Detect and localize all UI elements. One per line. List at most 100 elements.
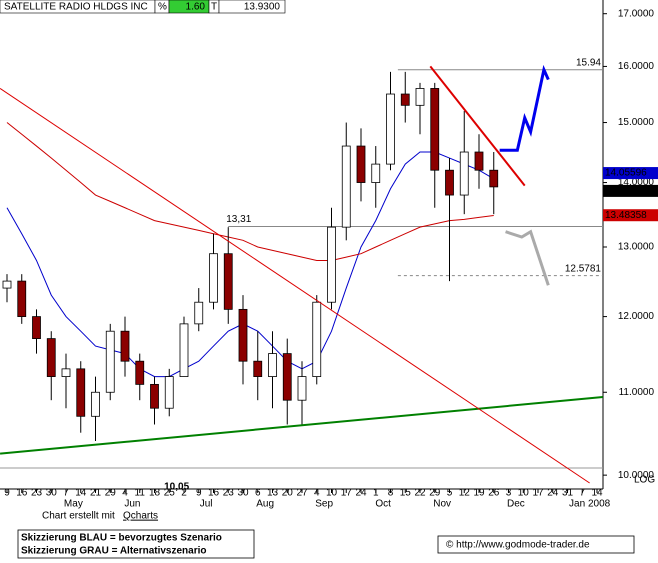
x-tick-label: 14 xyxy=(591,488,603,499)
x-tick-label: 16 xyxy=(16,488,28,499)
legend-gray: Skizzierung GRAU = Alternativszenario xyxy=(21,546,207,557)
trendline xyxy=(429,65,526,187)
x-tick-label: 2 xyxy=(181,488,187,499)
candle-body xyxy=(164,376,174,409)
x-tick-label: 26 xyxy=(488,488,500,499)
x-tick-label: 14 xyxy=(75,488,87,499)
x-tick-label: 15 xyxy=(400,488,412,499)
candle-body xyxy=(474,151,484,171)
candle-body xyxy=(46,338,56,377)
y-tick-label: 12.0000 xyxy=(618,311,655,322)
candle-body xyxy=(179,323,189,377)
trendline xyxy=(0,396,603,455)
x-tick-label: 7 xyxy=(579,488,585,499)
candle-body xyxy=(297,376,307,401)
candle-body xyxy=(194,301,204,325)
x-tick-label: 31 xyxy=(562,488,574,499)
last-price: 13.9300 xyxy=(244,2,281,13)
level-label: 12.5781 xyxy=(565,263,602,274)
x-tick-label: 20 xyxy=(282,488,294,499)
y-tick-label: 13.0000 xyxy=(618,242,655,253)
candle-body xyxy=(459,151,469,196)
month-label: Oct xyxy=(375,499,391,510)
x-tick-label: 1 xyxy=(373,488,379,499)
log-label: LOG xyxy=(634,475,655,486)
candle-body xyxy=(400,93,410,106)
x-tick-label: 23 xyxy=(223,488,235,499)
x-tick-label: 30 xyxy=(46,488,58,499)
pct-label: % xyxy=(158,2,167,13)
x-tick-label: 25 xyxy=(164,488,176,499)
candle-body xyxy=(120,330,130,362)
x-tick-label: 21 xyxy=(90,488,102,499)
candle-body xyxy=(356,145,366,183)
x-tick-label: 19 xyxy=(473,488,485,499)
month-label: Sep xyxy=(315,499,333,510)
candle-body xyxy=(327,226,336,303)
candle-body xyxy=(17,280,27,317)
candle-body xyxy=(32,316,41,340)
candle-body xyxy=(238,308,248,362)
price-tag-label: 13.9300 xyxy=(605,186,642,197)
candle-body xyxy=(61,368,71,377)
x-tick-label: 11 xyxy=(135,488,146,499)
candle-body xyxy=(489,169,499,188)
x-tick-label: 4 xyxy=(122,488,128,499)
y-tick-label: 17.0000 xyxy=(618,8,655,19)
candle-body xyxy=(312,301,322,377)
month-label: May xyxy=(64,499,83,510)
copyright: © http://www.godmode-trader.de xyxy=(446,540,590,551)
x-tick-label: 30 xyxy=(237,488,249,499)
month-label: Aug xyxy=(256,499,274,510)
candle-body xyxy=(341,145,351,228)
month-label: Dec xyxy=(507,499,525,510)
candle-body xyxy=(282,353,292,401)
candle-body xyxy=(371,163,381,183)
moving-average xyxy=(6,122,494,261)
x-tick-label: 27 xyxy=(296,488,308,499)
trendline xyxy=(0,88,590,484)
x-tick-label: 8 xyxy=(388,488,394,499)
month-label: Jan 2008 xyxy=(569,499,611,510)
month-label: Jul xyxy=(200,499,213,510)
x-tick-label: 29 xyxy=(429,488,441,499)
y-tick-label: 16.0000 xyxy=(618,61,655,72)
change-value: 1.60 xyxy=(186,2,206,13)
x-tick-label: 3 xyxy=(506,488,512,499)
x-tick-label: 10 xyxy=(518,488,530,499)
legend-box xyxy=(17,529,255,559)
copyright-box xyxy=(437,535,635,554)
last-box xyxy=(218,0,286,14)
x-tick-label: 5 xyxy=(447,488,453,499)
candle-body xyxy=(76,368,86,417)
price-tag xyxy=(603,184,658,197)
credit-link: Qcharts xyxy=(123,511,158,522)
price-tag-label: 14.05596 xyxy=(605,168,647,179)
candle-body xyxy=(253,360,263,377)
x-tick-label: 24 xyxy=(355,488,367,499)
chart-title: SATELLITE RADIO HLDGS INC xyxy=(4,2,148,13)
low-label: 10,05 xyxy=(164,481,189,492)
y-tick-label: 15.0000 xyxy=(618,117,655,128)
candle-body xyxy=(135,360,145,385)
x-tick-label: 4 xyxy=(314,488,320,499)
x-tick-label: 17 xyxy=(532,488,544,499)
x-tick-label: 7 xyxy=(63,488,69,499)
x-tick-label: 12 xyxy=(459,488,471,499)
header: SATELLITE RADIO HLDGS INC % 1.60 T 13.93… xyxy=(0,0,286,14)
x-tick-label: 13 xyxy=(267,488,279,499)
month-label: Nov xyxy=(433,499,451,510)
t-label: T xyxy=(211,2,217,13)
y-tick-label: 11.0000 xyxy=(619,387,655,398)
footer: Chart erstellt mit Qcharts Skizzierung B… xyxy=(17,511,635,559)
x-tick-label: 16 xyxy=(208,488,220,499)
candle-body xyxy=(150,383,159,409)
trendline xyxy=(505,229,550,286)
y-tick-label: 10.0000 xyxy=(618,470,655,481)
credit: Chart erstellt mit xyxy=(42,511,115,522)
moving-average xyxy=(6,151,495,378)
candle-body xyxy=(386,93,395,165)
candle-body xyxy=(268,353,277,377)
candle-body xyxy=(415,88,425,106)
